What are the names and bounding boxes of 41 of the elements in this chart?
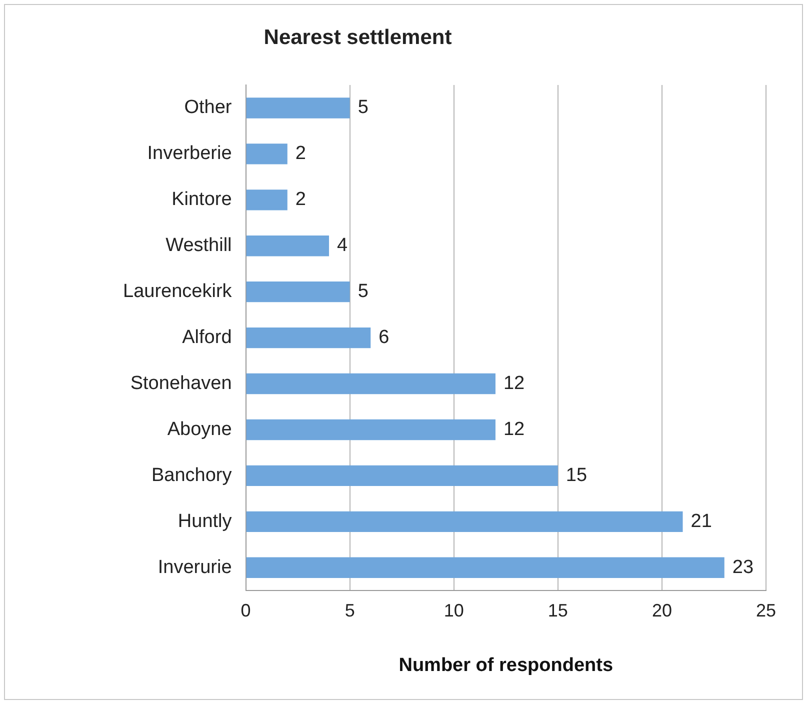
data-label: 4 xyxy=(337,235,348,256)
y-tick-label: Aboyne xyxy=(167,418,232,440)
data-label: 12 xyxy=(503,373,525,394)
data-label: 2 xyxy=(295,143,306,164)
data-label: 12 xyxy=(503,418,525,440)
bar xyxy=(246,511,683,532)
y-tick-label: Alford xyxy=(182,327,232,348)
data-label: 21 xyxy=(690,510,712,532)
data-label: 23 xyxy=(732,556,754,578)
y-tick-label: Stonehaven xyxy=(130,373,232,394)
y-tick-label: Westhill xyxy=(166,235,232,256)
x-tick-label: 25 xyxy=(756,600,776,620)
bar xyxy=(246,557,724,578)
data-label: 5 xyxy=(358,281,368,302)
data-label: 5 xyxy=(358,97,368,118)
bar xyxy=(246,281,350,302)
y-tick-label: Huntly xyxy=(178,510,232,532)
y-tick-label: Inverurie xyxy=(158,556,232,578)
bar xyxy=(246,373,496,394)
x-axis-title: Number of respondents xyxy=(398,654,614,676)
bar xyxy=(246,98,350,118)
x-tick-label: 10 xyxy=(444,600,464,620)
bar xyxy=(246,190,288,210)
y-tick-label: Laurencekirk xyxy=(122,281,232,302)
y-tick-label: Banchory xyxy=(151,464,232,486)
data-label: 15 xyxy=(566,464,588,486)
x-tick-label: 0 xyxy=(240,600,251,620)
data-label: 6 xyxy=(378,327,390,348)
y-tick-label: Other xyxy=(184,97,232,118)
bar xyxy=(246,327,371,348)
bar xyxy=(246,419,496,440)
bar xyxy=(246,465,558,486)
chart-title: Nearest settlement xyxy=(264,26,452,49)
y-tick-label: Inverberie xyxy=(147,143,232,164)
bar xyxy=(246,236,330,256)
data-label: 2 xyxy=(295,189,306,210)
bar xyxy=(246,144,288,164)
x-tick-label: 20 xyxy=(652,600,672,620)
y-tick-label: Kintore xyxy=(172,189,232,210)
x-tick-label: 5 xyxy=(344,600,355,620)
x-tick-label: 15 xyxy=(548,600,568,620)
